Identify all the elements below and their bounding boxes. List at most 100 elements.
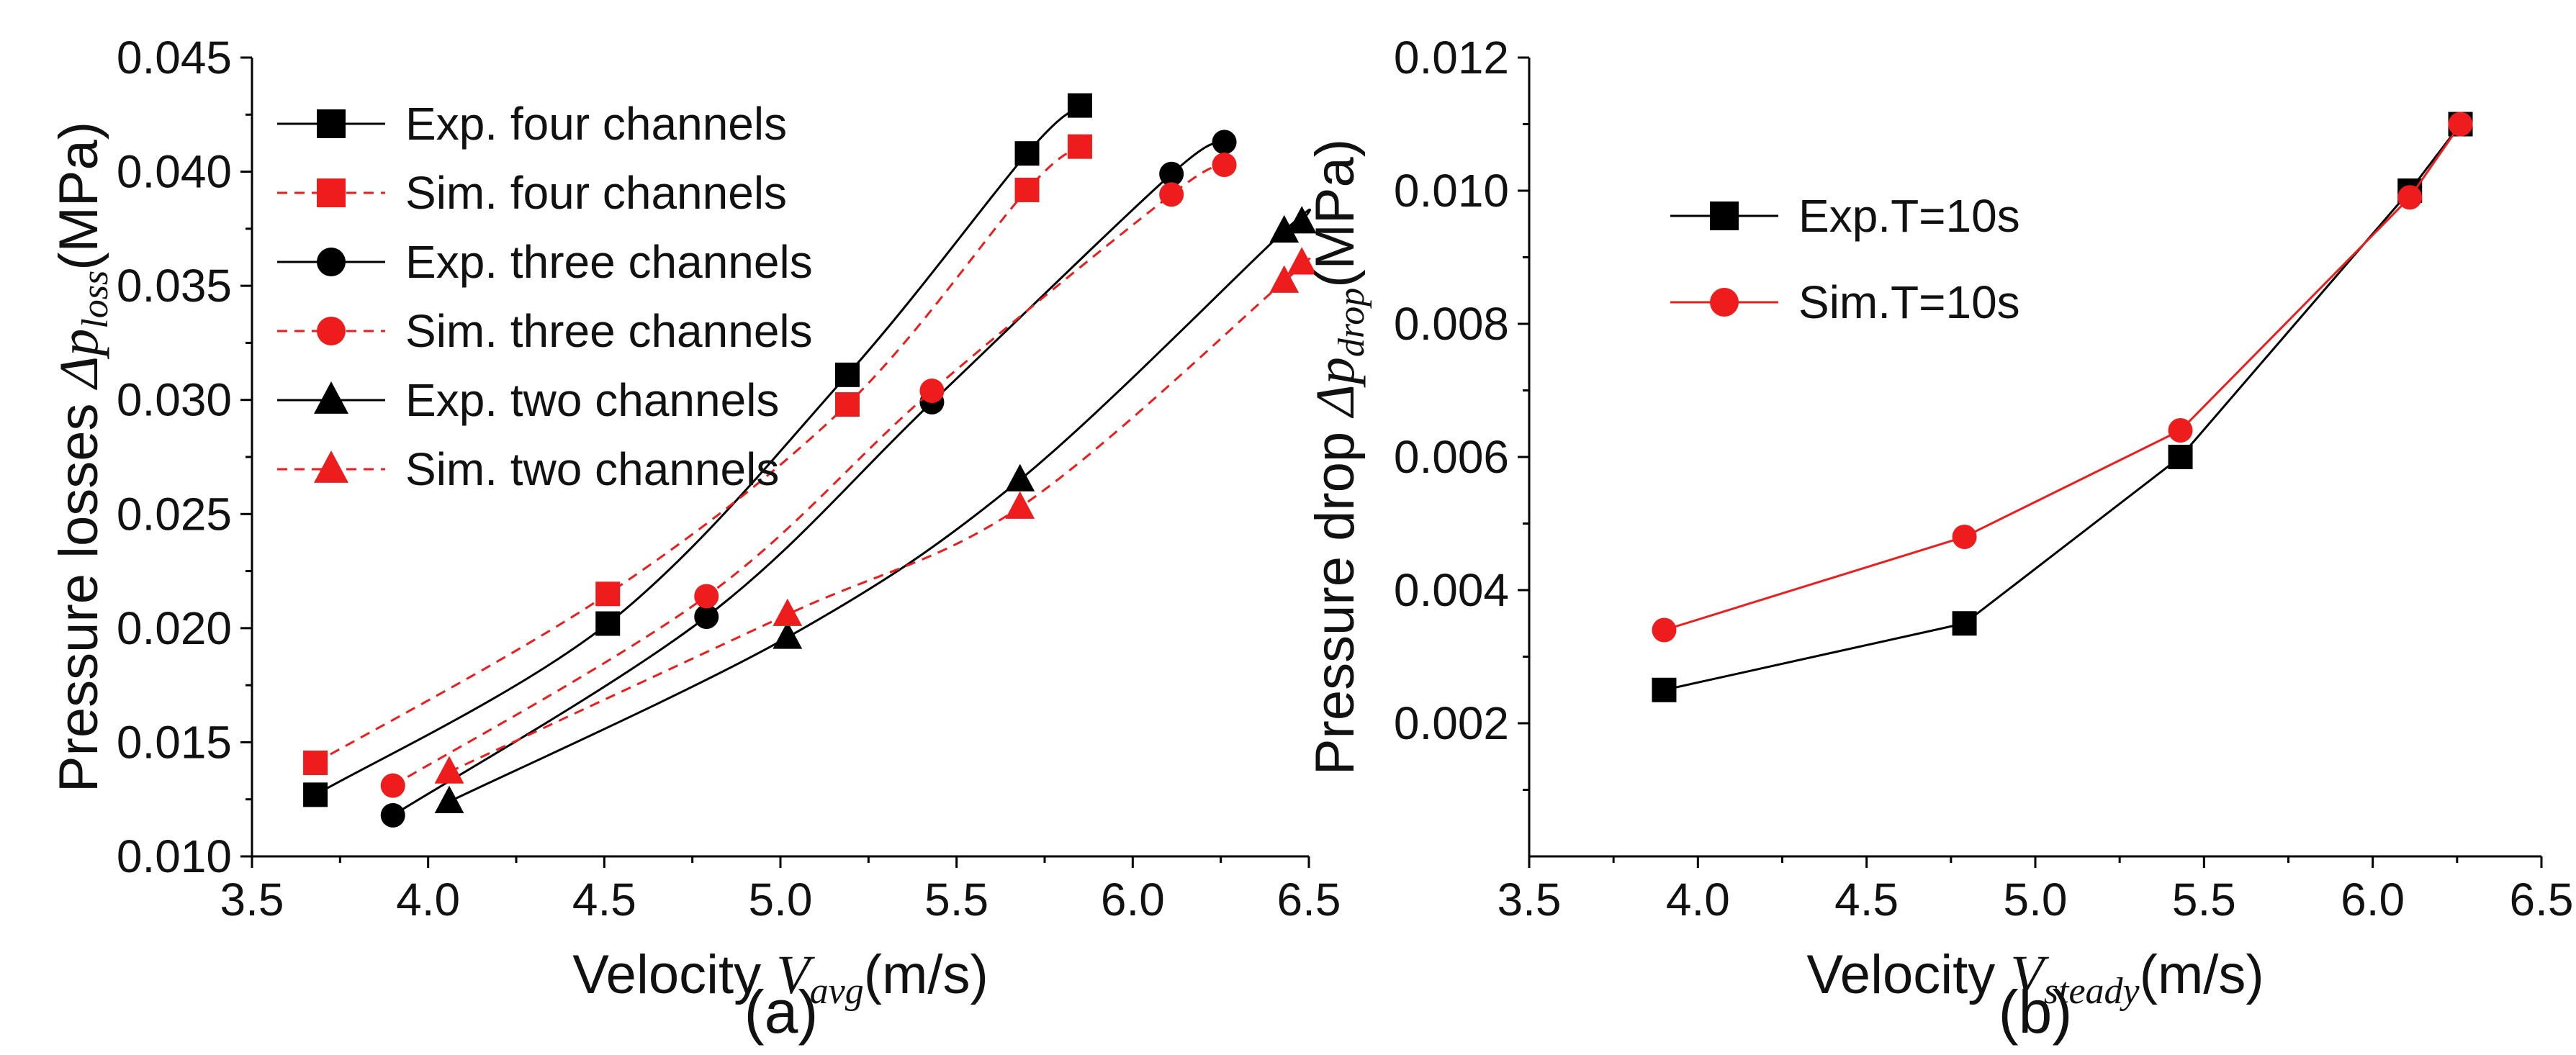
series-line-sim-three-channels [392,163,1225,787]
y-tick-label: 0.015 [117,716,232,768]
x-tick-label: 6.0 [2341,874,2405,925]
y-tick-label: 0.035 [117,260,232,312]
y-tick-label: 0.010 [117,830,232,882]
data-point-sim-four-channels [834,392,860,417]
data-point-exp-four-channels [1014,141,1040,166]
series-sim-t-10s [1652,112,2473,643]
data-point-exp-two-channels [1005,463,1035,492]
x-tick-label: 5.0 [749,874,813,925]
legend-marker-exp-three-channels [317,248,346,276]
x-tick-label: 4.5 [572,874,636,925]
data-point-sim-t-10s [2397,185,2423,210]
y-tick-label: 0.045 [117,32,232,83]
legend-marker-exp-t-10s [1710,202,1739,230]
data-point-sim-two-channels [1269,265,1300,293]
y-tick-label: 0.030 [117,374,232,426]
data-point-exp-four-channels [303,782,328,807]
panel-label-b: (b) [1999,978,2073,1046]
data-point-exp-four-channels [1067,93,1092,118]
data-point-sim-two-channels [773,598,803,626]
legend: Exp. four channels Sim. four channels Exp.… [277,98,813,495]
data-point-exp-four-channels [834,362,860,387]
data-point-exp-t-10s [1652,677,1677,702]
legend-label-sim-three-channels: Sim. three channels [405,305,813,357]
x-tick-label: 6.5 [1277,874,1341,925]
legend-label-exp-four-channels: Exp. four channels [405,98,787,150]
data-point-exp-three-channels [380,802,405,828]
data-point-exp-four-channels [595,611,621,636]
series-line-exp-t-10s [1664,123,2462,692]
y-axis-title: Pressure losses Δploss(MPa) [48,122,116,792]
data-point-sim-t-10s [2168,418,2193,443]
y-tick-label: 0.020 [117,602,232,654]
data-point-exp-three-channels [1159,161,1184,186]
data-point-sim-four-channels [303,750,328,775]
legend: Exp.T=10s Sim.T=10s [1670,190,2020,328]
x-tick-label: 3.5 [1498,874,1562,925]
x-tick-label: 3.5 [220,874,284,925]
data-point-exp-two-channels [1269,214,1300,243]
legend-marker-sim-t-10s [1710,288,1739,317]
data-point-exp-two-channels [1287,206,1317,234]
data-point-exp-two-channels [434,785,464,813]
data-point-exp-two-channels [773,621,803,649]
legend-marker-exp-two-channels [314,381,348,414]
legend-label-exp-t-10s: Exp.T=10s [1798,190,2020,242]
series-sim-four-channels [303,134,1092,775]
x-tick-label: 5.5 [2172,874,2236,925]
x-tick-label: 4.0 [396,874,460,925]
data-point-sim-three-channels [380,773,405,798]
data-point-sim-four-channels [595,581,621,607]
y-tick-label: 0.008 [1394,298,1509,350]
data-point-sim-three-channels [1159,182,1184,207]
series-sim-three-channels [380,153,1237,798]
y-tick-label: 0.006 [1394,431,1509,483]
x-tick-label: 6.5 [2510,874,2574,925]
data-point-sim-three-channels [694,584,719,609]
x-tick-label: 4.0 [1666,874,1730,925]
series-line-sim-t-10s [1664,123,2462,631]
data-point-exp-t-10s [2168,445,2193,469]
data-point-sim-two-channels [434,756,464,784]
data-point-sim-two-channels [1287,247,1317,275]
y-tick-label: 0.040 [117,146,232,198]
x-tick-label: 4.5 [1834,874,1899,925]
legend-marker-sim-three-channels [317,317,346,345]
y-tick-label: 0.002 [1394,697,1509,749]
y-axis-title: Pressure drop Δpdrop(MPa) [1305,139,1372,775]
data-point-sim-four-channels [1067,134,1092,159]
legend-label-sim-two-channels: Sim. two channels [405,443,779,495]
y-tick-label: 0.010 [1394,165,1509,217]
chart-panel-b: 3.5 4.0 4.5 5.0 5.5 6.0 6.5 0.002 0.004 0.006 0.00… [1305,32,2573,1046]
series-sim-two-channels [434,247,1317,784]
legend-marker-sim-four-channels [317,178,346,207]
legend-label-exp-three-channels: Exp. three channels [405,236,813,288]
data-point-exp-three-channels [1212,130,1237,155]
legend-label-sim-t-10s: Sim.T=10s [1798,276,2020,328]
y-tick-label: 0.025 [117,488,232,540]
legend-label-exp-two-channels: Exp. two channels [405,374,779,426]
legend-marker-exp-four-channels [317,109,346,138]
x-tick-label: 5.0 [2004,874,2068,925]
series-exp-t-10s [1652,112,2473,702]
x-tick-label: 6.0 [1101,874,1165,925]
chart-panel-a: 3.5 4.0 4.5 5.0 5.5 6.0 6.5 0.010 0.015 0.020 0.02… [48,32,1341,1046]
data-point-sim-t-10s [1952,525,1977,549]
data-point-sim-t-10s [1652,617,1677,643]
data-point-exp-t-10s [1952,611,1977,636]
panel-label-a: (a) [744,978,819,1046]
data-point-sim-t-10s [2448,112,2473,137]
data-point-exp-three-channels [694,605,719,629]
data-point-sim-four-channels [1014,177,1040,202]
x-tick-label: 5.5 [924,874,988,925]
data-point-sim-two-channels [1005,491,1035,519]
legend-marker-sim-two-channels [314,450,348,483]
data-point-sim-three-channels [1212,153,1237,178]
legend-label-sim-four-channels: Sim. four channels [405,167,787,219]
y-tick-label: 0.004 [1394,564,1509,616]
x-axis-title: Velocity Vavg(m/s) [572,944,988,1012]
series-exp-two-channels [434,206,1317,813]
series-exp-four-channels [303,93,1092,807]
x-axis-title: Velocity Vsteady(m/s) [1806,944,2264,1012]
